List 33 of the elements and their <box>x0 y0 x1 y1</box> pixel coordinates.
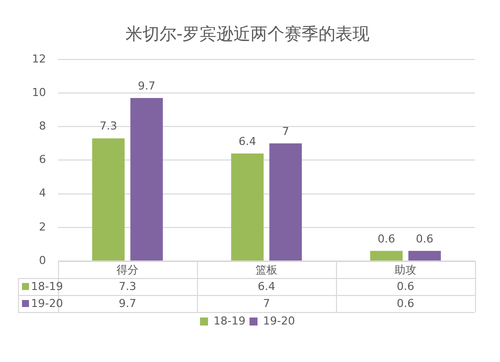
y-tick-label: 2 <box>38 220 46 234</box>
x-tick-label: 得分 <box>116 263 138 276</box>
text: 19-20 <box>30 297 63 310</box>
data-label: 7 <box>282 124 290 138</box>
text: 9.7 <box>118 296 136 312</box>
data-label: 9.7 <box>138 79 156 92</box>
text: 7.3 <box>118 279 136 295</box>
text: 18-19 <box>214 314 246 328</box>
data-label: 0.6 <box>378 232 396 246</box>
y-tick-label: 12 <box>32 52 46 66</box>
bar <box>130 98 163 260</box>
y-tick-label: 10 <box>32 86 46 99</box>
x-tick-label: 篮板 <box>256 263 278 276</box>
y-tick-label: 8 <box>38 119 46 132</box>
bar <box>370 250 403 260</box>
data-label: 6.4 <box>238 134 256 148</box>
text: 6.4 <box>258 279 276 295</box>
bar <box>408 250 441 260</box>
bar <box>231 153 264 260</box>
text: 0.6 <box>396 279 414 295</box>
text: 0.6 <box>396 296 414 312</box>
legend-label: 19-20 <box>263 314 295 328</box>
y-tick-label: 0 <box>38 254 46 267</box>
y-tick-label: 4 <box>38 186 46 200</box>
x-tick-label: 助攻 <box>394 263 416 276</box>
text: 7 <box>262 296 270 312</box>
y-tick-label: 6 <box>38 153 46 166</box>
data-label: 0.6 <box>416 232 434 246</box>
bar <box>269 143 302 260</box>
chart-title: 米切尔-罗宾逊近两个赛季的表现 <box>125 24 370 45</box>
data-label: 7.3 <box>100 120 118 133</box>
legend-label: 18-19 <box>30 279 63 295</box>
bar <box>92 138 125 260</box>
